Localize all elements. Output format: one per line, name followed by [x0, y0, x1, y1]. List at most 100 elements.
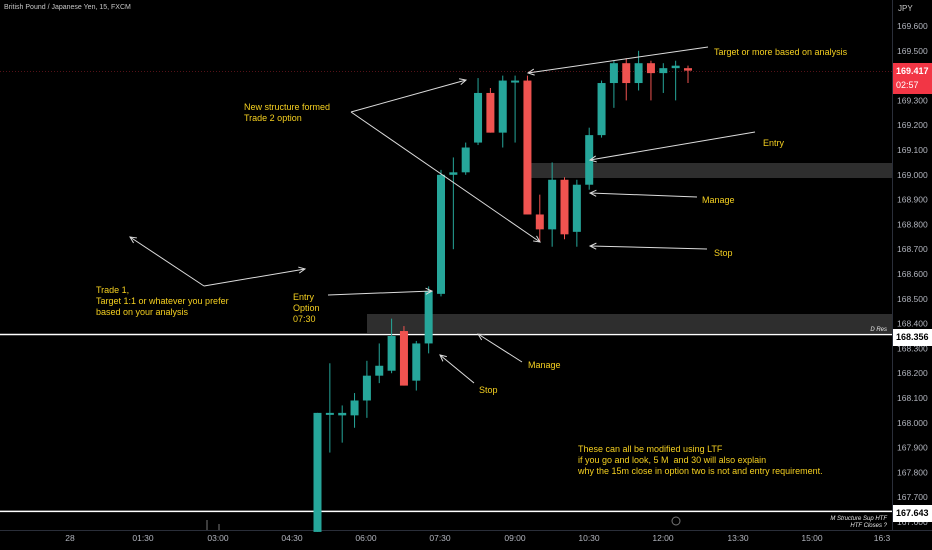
y-tick-label: 168.000	[897, 418, 928, 428]
arrow-line	[129, 236, 205, 287]
zone-label-htf-closes: HTF Closes ?	[850, 523, 887, 529]
arrow-line	[589, 192, 698, 198]
arrow-stop-right	[588, 242, 708, 250]
candle-body	[474, 92, 483, 143]
level-label-168356: 168.356	[893, 329, 932, 346]
candle-body	[325, 412, 334, 415]
y-tick-label: 169.500	[897, 46, 928, 56]
arrow-line	[589, 131, 756, 161]
y-tick-label: 168.400	[897, 319, 928, 329]
symbol-title: British Pound / Japanese Yen, 15, FXCM	[4, 4, 131, 11]
candle-body	[585, 135, 594, 185]
y-tick-label: 168.700	[897, 244, 928, 254]
candle-body	[486, 92, 495, 133]
candle-body	[412, 343, 421, 381]
current-price-label: 169.417	[893, 63, 932, 80]
candle-body	[399, 331, 408, 386]
y-tick-label: 168.100	[897, 393, 928, 403]
candle-body	[523, 80, 532, 215]
arrow-line	[327, 290, 433, 296]
y-tick-label: 168.500	[897, 294, 928, 304]
candle-body	[387, 336, 396, 371]
candle-body	[437, 174, 445, 294]
candle-body	[511, 80, 520, 83]
y-tick-label: 169.600	[897, 21, 928, 31]
annotation-stop-lower: Stop	[479, 385, 498, 395]
y-tick-label: 168.600	[897, 269, 928, 279]
currency-label: JPY	[898, 4, 913, 13]
arrow-head	[439, 354, 447, 362]
arrow-new-structure-down	[350, 111, 541, 243]
arrow-head	[129, 236, 138, 244]
annotation-ltf-note: These can all be modified using LTF if y…	[578, 444, 823, 476]
x-tick-label: 03:00	[207, 533, 229, 543]
candle-body	[350, 400, 359, 416]
arrow-new-structure-up	[350, 78, 468, 113]
y-tick-label: 167.800	[897, 467, 928, 477]
arrow-manage-lower	[477, 333, 523, 363]
y-tick-label: 169.200	[897, 120, 928, 130]
candle-body	[548, 179, 557, 230]
annotation-target: Target or more based on analysis	[714, 47, 848, 57]
arrow-trade1-up	[129, 236, 205, 287]
candle-body	[597, 83, 606, 136]
annotation-stop-right: Stop	[714, 248, 733, 258]
arrow-line	[439, 354, 475, 384]
candle-body	[659, 68, 668, 74]
arrow-head	[588, 189, 597, 197]
y-tick-label: 168.300	[897, 343, 928, 353]
y-tick-label: 169.000	[897, 170, 928, 180]
y-tick-label: 167.700	[897, 492, 928, 502]
candle-body	[535, 214, 544, 230]
candle-body	[671, 65, 680, 69]
y-tick-label: 169.300	[897, 95, 928, 105]
x-tick-label: 13:30	[727, 533, 749, 543]
arrow-target	[526, 46, 709, 76]
arrow-line	[527, 46, 709, 74]
y-tick-label: 168.900	[897, 195, 928, 205]
candle-body	[646, 63, 655, 74]
x-tick-label: 28	[65, 533, 75, 543]
candle-body	[338, 412, 347, 416]
x-tick-label: 04:30	[281, 533, 303, 543]
x-tick-label: 01:30	[132, 533, 154, 543]
arrow-line	[477, 333, 523, 363]
candle-body	[461, 147, 470, 173]
zone-label-m-structure: M Structure Sup HTF	[830, 516, 887, 522]
arrow-head	[588, 242, 597, 250]
event-marker-icon	[671, 516, 681, 526]
arrow-head	[526, 68, 535, 76]
x-tick-label: 06:00	[355, 533, 377, 543]
arrow-line	[203, 268, 306, 287]
arrow-head	[459, 78, 468, 85]
y-tick-label: 168.800	[897, 219, 928, 229]
candle-body	[622, 63, 631, 84]
arrow-line	[589, 245, 708, 250]
arrow-head	[533, 235, 541, 243]
y-tick-label: 167.900	[897, 443, 928, 453]
y-tick-label: 169.100	[897, 145, 928, 155]
x-tick-label: 10:30	[578, 533, 600, 543]
x-tick-label: 07:30	[429, 533, 451, 543]
arrow-head	[425, 287, 434, 295]
annotation-entry-option: Entry Option 07:30	[293, 292, 320, 324]
level-label-167643: 167.643	[893, 505, 932, 522]
y-tick-label: 168.200	[897, 368, 928, 378]
arrow-head	[588, 155, 597, 163]
arrow-line	[350, 79, 467, 113]
x-tick-label: 09:00	[504, 533, 526, 543]
candle-body	[572, 184, 581, 232]
daily-resistance-zone	[367, 314, 892, 333]
arrow-entry-option	[327, 287, 434, 296]
arrow-line	[350, 111, 541, 243]
annotation-manage-lower: Manage	[528, 360, 561, 370]
candle-body	[609, 63, 618, 84]
candle-body	[684, 68, 692, 71]
candle-body	[313, 412, 322, 532]
annotation-trade1: Trade 1, Target 1:1 or whatever you pref…	[96, 285, 229, 317]
arrow-entry-right	[588, 131, 756, 163]
candle-body	[498, 80, 507, 133]
x-tick-label: 15:00	[801, 533, 823, 543]
x-tick-label: 16:3	[874, 533, 891, 543]
